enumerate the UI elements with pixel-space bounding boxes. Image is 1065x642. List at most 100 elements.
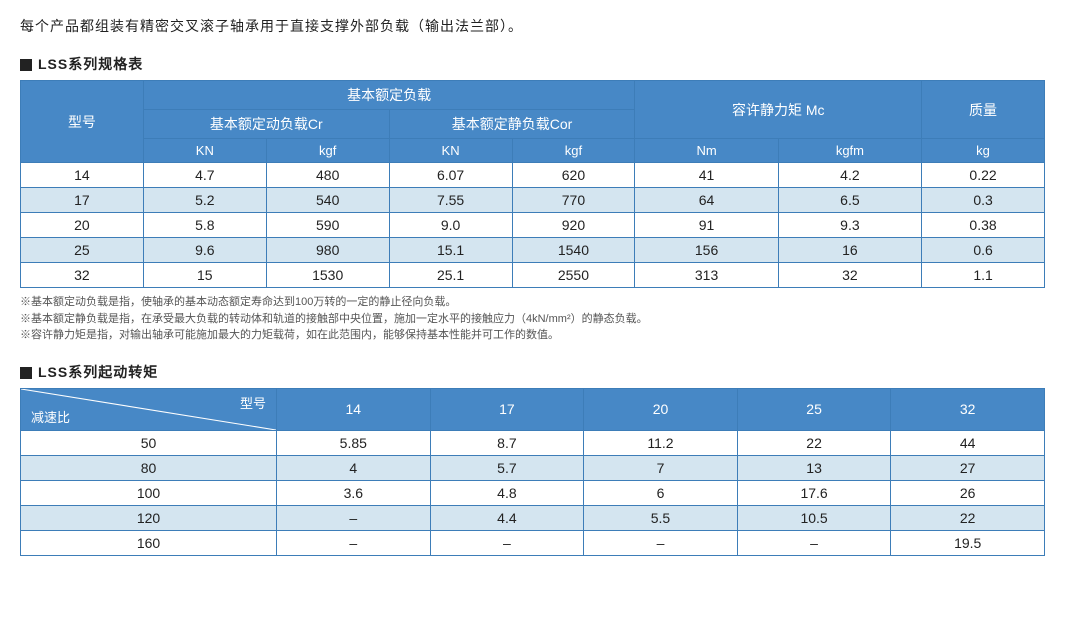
torque-section-title: LSS系列起动转矩 bbox=[20, 362, 1045, 382]
cell: 0.3 bbox=[922, 188, 1045, 213]
cell: 13 bbox=[737, 455, 891, 480]
cell: 11.2 bbox=[584, 430, 738, 455]
torque-col-model: 14 bbox=[277, 388, 431, 430]
cell: 14 bbox=[21, 163, 144, 188]
spec-title-text: LSS系列规格表 bbox=[38, 56, 143, 72]
cell: 5.5 bbox=[584, 505, 738, 530]
table-row: 120–4.45.510.522 bbox=[21, 505, 1045, 530]
cell: 5.7 bbox=[430, 455, 584, 480]
unit-nm: Nm bbox=[635, 139, 778, 163]
cell: 0.38 bbox=[922, 213, 1045, 238]
cell: 15 bbox=[143, 263, 266, 288]
cell-ratio: 80 bbox=[21, 455, 277, 480]
cell: 590 bbox=[266, 213, 389, 238]
cell: 480 bbox=[266, 163, 389, 188]
cell: 4.4 bbox=[430, 505, 584, 530]
cell: – bbox=[584, 530, 738, 555]
cell: 15.1 bbox=[389, 238, 512, 263]
cell: 980 bbox=[266, 238, 389, 263]
cell: 20 bbox=[21, 213, 144, 238]
torque-col-model: 20 bbox=[584, 388, 738, 430]
cell: 620 bbox=[512, 163, 635, 188]
diag-top-label: 型号 bbox=[240, 393, 266, 412]
cell: 32 bbox=[778, 263, 921, 288]
cell: 7 bbox=[584, 455, 738, 480]
cell: 1540 bbox=[512, 238, 635, 263]
torque-col-model: 17 bbox=[430, 388, 584, 430]
cell: 9.6 bbox=[143, 238, 266, 263]
cell: 5.85 bbox=[277, 430, 431, 455]
cell: 17.6 bbox=[737, 480, 891, 505]
unit-kgfm: kgfm bbox=[778, 139, 921, 163]
cell: 32 bbox=[21, 263, 144, 288]
cell: 1530 bbox=[266, 263, 389, 288]
table-row: 8045.771327 bbox=[21, 455, 1045, 480]
torque-col-model: 25 bbox=[737, 388, 891, 430]
cell-ratio: 100 bbox=[21, 480, 277, 505]
torque-col-model: 32 bbox=[891, 388, 1045, 430]
diag-bottom-label: 减速比 bbox=[31, 407, 70, 426]
table-row: 259.698015.11540156160.6 bbox=[21, 238, 1045, 263]
note-3: ※容许静力矩是指，对输出轴承可能施加最大的力矩载荷，如在此范围内，能够保持基本性… bbox=[20, 327, 1045, 344]
cell: – bbox=[737, 530, 891, 555]
cell: 9.3 bbox=[778, 213, 921, 238]
cell-ratio: 50 bbox=[21, 430, 277, 455]
col-model: 型号 bbox=[21, 81, 144, 163]
cell: – bbox=[277, 530, 431, 555]
cell: 5.8 bbox=[143, 213, 266, 238]
note-2: ※基本额定静负载是指，在承受最大负载的转动体和轨道的接触部中央位置，施加一定水平… bbox=[20, 311, 1045, 328]
torque-title-text: LSS系列起动转矩 bbox=[38, 364, 158, 380]
unit-kgf: kgf bbox=[266, 139, 389, 163]
table-row: 3215153025.12550313321.1 bbox=[21, 263, 1045, 288]
cell: 16 bbox=[778, 238, 921, 263]
table-row: 175.25407.55770646.50.3 bbox=[21, 188, 1045, 213]
cell: – bbox=[277, 505, 431, 530]
col-stat-load: 基本额定静负载Cor bbox=[389, 110, 635, 139]
cell: 4.7 bbox=[143, 163, 266, 188]
cell: 9.0 bbox=[389, 213, 512, 238]
cell: 156 bbox=[635, 238, 778, 263]
cell: 6 bbox=[584, 480, 738, 505]
cell: 19.5 bbox=[891, 530, 1045, 555]
cell-ratio: 160 bbox=[21, 530, 277, 555]
intro-text: 每个产品都组装有精密交叉滚子轴承用于直接支撑外部负载（输出法兰部）。 bbox=[20, 16, 1045, 36]
cell: 3.6 bbox=[277, 480, 431, 505]
cell: 5.2 bbox=[143, 188, 266, 213]
cell: 44 bbox=[891, 430, 1045, 455]
cell: 4 bbox=[277, 455, 431, 480]
cell: 17 bbox=[21, 188, 144, 213]
col-mass: 质量 bbox=[922, 81, 1045, 139]
spec-notes: ※基本额定动负载是指，使轴承的基本动态额定寿命达到100万转的一定的静止径向负载… bbox=[20, 294, 1045, 344]
unit-kgf: kgf bbox=[512, 139, 635, 163]
cell: 0.22 bbox=[922, 163, 1045, 188]
cell: 10.5 bbox=[737, 505, 891, 530]
cell: 1.1 bbox=[922, 263, 1045, 288]
cell: 8.7 bbox=[430, 430, 584, 455]
table-row: 160––––19.5 bbox=[21, 530, 1045, 555]
unit-kn: KN bbox=[389, 139, 512, 163]
cell: 41 bbox=[635, 163, 778, 188]
cell: 22 bbox=[737, 430, 891, 455]
cell: 313 bbox=[635, 263, 778, 288]
unit-kg: kg bbox=[922, 139, 1045, 163]
cell: 7.55 bbox=[389, 188, 512, 213]
col-basic-load: 基本额定负载 bbox=[143, 81, 635, 110]
cell: 6.07 bbox=[389, 163, 512, 188]
cell: 4.8 bbox=[430, 480, 584, 505]
cell: 27 bbox=[891, 455, 1045, 480]
diag-header-cell: 型号 减速比 bbox=[21, 388, 277, 430]
cell: 6.5 bbox=[778, 188, 921, 213]
cell: 770 bbox=[512, 188, 635, 213]
note-1: ※基本额定动负载是指，使轴承的基本动态额定寿命达到100万转的一定的静止径向负载… bbox=[20, 294, 1045, 311]
cell: 920 bbox=[512, 213, 635, 238]
cell: 22 bbox=[891, 505, 1045, 530]
col-moment: 容许静力矩 Mc bbox=[635, 81, 922, 139]
cell: 26 bbox=[891, 480, 1045, 505]
cell: 2550 bbox=[512, 263, 635, 288]
cell: 64 bbox=[635, 188, 778, 213]
table-row: 505.858.711.22244 bbox=[21, 430, 1045, 455]
cell: 0.6 bbox=[922, 238, 1045, 263]
cell: 4.2 bbox=[778, 163, 921, 188]
cell: – bbox=[430, 530, 584, 555]
spec-section-title: LSS系列规格表 bbox=[20, 54, 1045, 74]
